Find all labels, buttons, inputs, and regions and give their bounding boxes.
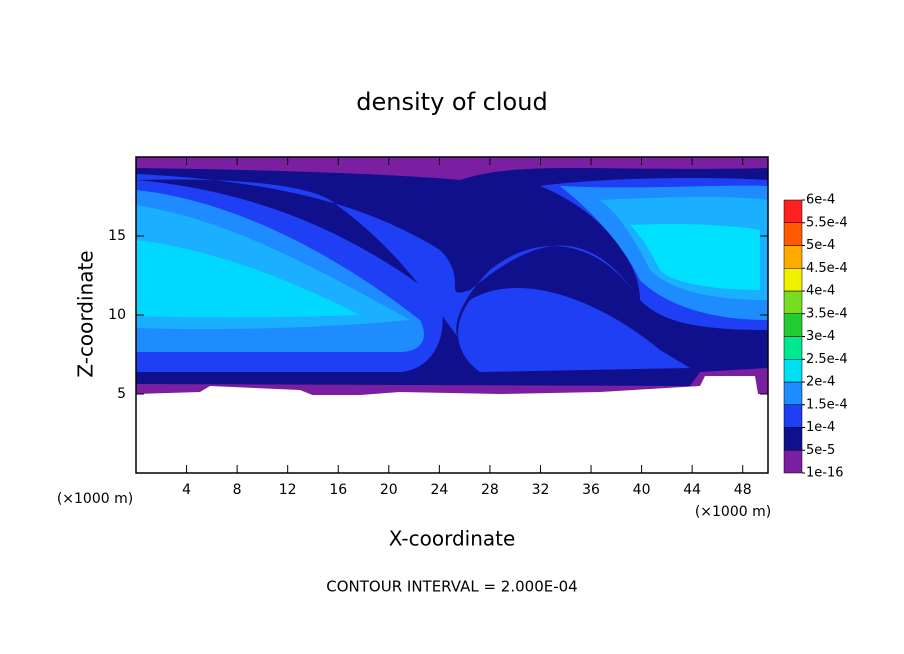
y-tick-label: 15 xyxy=(108,228,126,244)
x-tick-label: 44 xyxy=(683,482,701,498)
y-tick-label: 5 xyxy=(117,386,126,402)
colorbar-band xyxy=(783,336,803,360)
field-layer xyxy=(458,288,690,372)
colorbar-band xyxy=(783,290,803,314)
x-axis-label: X-coordinate xyxy=(389,527,516,551)
x-tick-label: 48 xyxy=(734,482,752,498)
y-axis-label: Z-coordinate xyxy=(74,250,98,377)
colorbar-band xyxy=(783,199,803,223)
x-tick-label: 32 xyxy=(532,482,550,498)
colorbar-label: 3.5e-4 xyxy=(806,306,848,321)
colorbar-label: 6e-4 xyxy=(806,193,835,208)
x-tick-label: 40 xyxy=(633,482,651,498)
field-layer xyxy=(136,240,360,318)
x-tick-label: 8 xyxy=(233,482,242,498)
colorbar-label: 4.5e-4 xyxy=(806,261,848,276)
x-tick-label: 4 xyxy=(182,482,191,498)
field-layer xyxy=(630,223,760,290)
colorbar-band xyxy=(783,222,803,246)
x-tick-label: 12 xyxy=(279,482,297,498)
colorbar-band xyxy=(783,450,803,474)
colorbar-label: 4e-4 xyxy=(806,284,835,299)
colorbar-label: 1.5e-4 xyxy=(806,397,848,412)
colorbar-band xyxy=(783,381,803,405)
x-tick-label: 36 xyxy=(582,482,600,498)
x-unit-label: (×1000 m) xyxy=(57,491,133,507)
contour-interval: CONTOUR INTERVAL = 2.000E-04 xyxy=(326,578,577,596)
colorbar-label: 1e-16 xyxy=(806,466,844,481)
field-empty xyxy=(136,376,768,473)
y-tick-label: 10 xyxy=(108,307,126,323)
colorbar-band xyxy=(783,404,803,428)
colorbar-band xyxy=(783,427,803,451)
x-tick-label: 16 xyxy=(329,482,347,498)
x-tick-label: 28 xyxy=(481,482,499,498)
colorbar-label: 5e-4 xyxy=(806,238,835,253)
colorbar-label: 1e-4 xyxy=(806,420,835,435)
colorbar-band xyxy=(783,245,803,269)
contour-field xyxy=(136,157,768,473)
colorbar-label: 3e-4 xyxy=(806,329,835,344)
colorbar-label: 5.5e-4 xyxy=(806,215,848,230)
colorbar-label: 2e-4 xyxy=(806,375,835,390)
colorbar-band xyxy=(783,313,803,337)
colorbar-label: 2.5e-4 xyxy=(806,352,848,367)
chart-title: density of cloud xyxy=(356,88,547,116)
x-tick-label: 24 xyxy=(430,482,448,498)
colorbar-band xyxy=(783,268,803,292)
x-tick-label: 20 xyxy=(380,482,398,498)
x-unit-label: (×1000 m) xyxy=(695,504,771,520)
colorbar-label: 5e-5 xyxy=(806,443,835,458)
colorbar-band xyxy=(783,359,803,383)
